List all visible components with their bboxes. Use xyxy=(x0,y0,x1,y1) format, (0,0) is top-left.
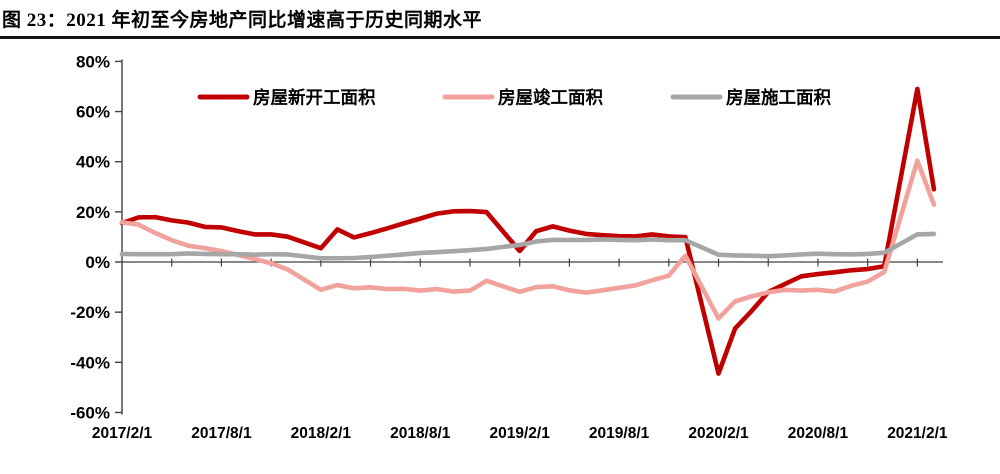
y-tick-label: 80% xyxy=(76,52,110,71)
figure-title: 图 23：2021 年初至今房地产同比增速高于历史同期水平 xyxy=(2,10,483,31)
y-tick-label: 0% xyxy=(85,253,110,272)
series-line-completions xyxy=(119,158,937,321)
x-tick-label: 2020/2/1 xyxy=(688,425,749,442)
y-tick-label: -60% xyxy=(70,403,110,422)
x-tick-label: 2018/2/1 xyxy=(291,425,352,442)
y-tick-label: 60% xyxy=(76,103,110,122)
y-tick-label: 40% xyxy=(76,153,110,172)
x-tick-label: 2021/2/1 xyxy=(887,425,948,442)
x-tick-label: 2019/2/1 xyxy=(490,425,551,442)
x-tick-label: 2017/2/1 xyxy=(92,425,153,442)
series-line-under-construction xyxy=(119,231,937,261)
title-divider xyxy=(0,36,1000,39)
legend-label-under-construction: 房屋施工面积 xyxy=(726,88,831,108)
x-tick-label: 2018/8/1 xyxy=(390,425,451,442)
legend-label-completions: 房屋竣工面积 xyxy=(498,88,603,108)
y-tick-label: 20% xyxy=(76,203,110,222)
legend-label-new-starts: 房屋新开工面积 xyxy=(253,88,376,108)
x-tick-label: 2020/8/1 xyxy=(788,425,849,442)
x-tick-label: 2019/8/1 xyxy=(589,425,650,442)
x-tick-label: 2017/8/1 xyxy=(191,425,252,442)
y-tick-label: -40% xyxy=(70,353,110,372)
series-line-new-starts xyxy=(119,86,937,376)
y-tick-label: -20% xyxy=(70,303,110,322)
